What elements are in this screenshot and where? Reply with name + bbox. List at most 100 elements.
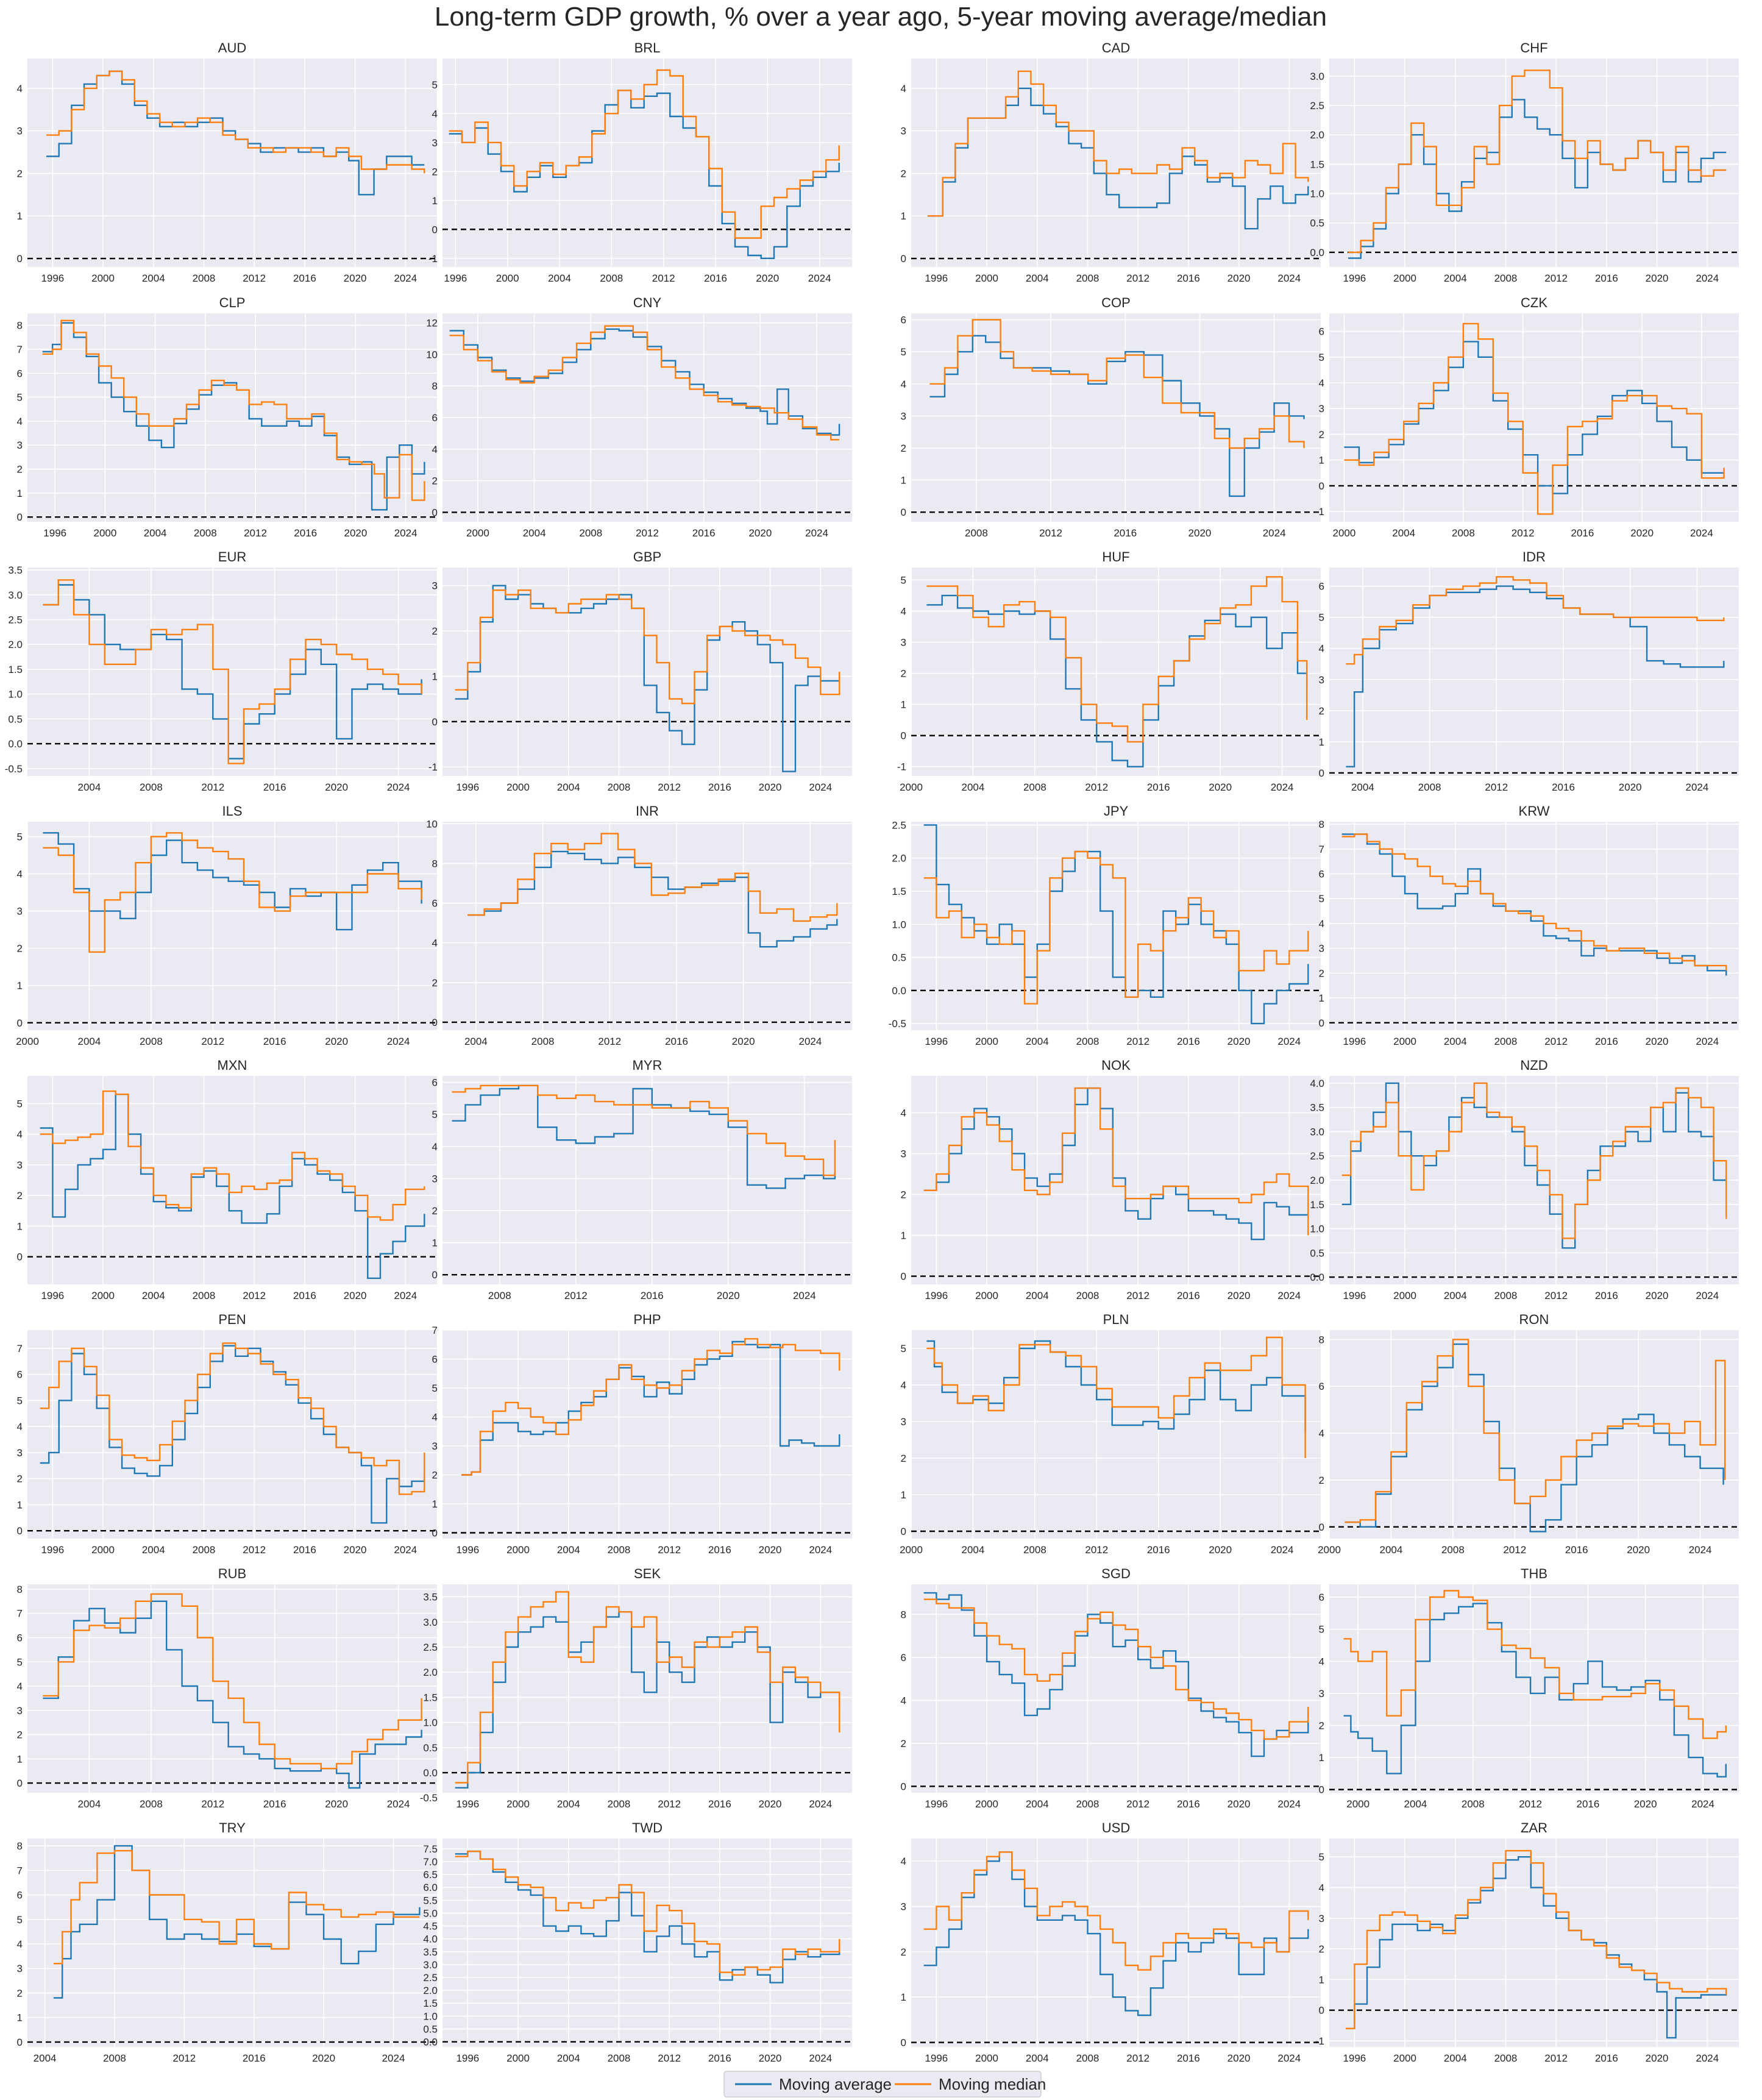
- y-tick-label: 3: [432, 580, 438, 592]
- y-tick-label: -1: [1315, 2035, 1324, 2047]
- y-tick-label: 0: [1319, 1522, 1324, 1533]
- x-tick-label: 2000: [506, 1544, 530, 1556]
- x-tick-label: 2000: [1393, 272, 1416, 284]
- legend: Moving average Moving median: [723, 2071, 1046, 2098]
- series-line-moving-median: [923, 1087, 1309, 1236]
- y-tick-label: 1: [901, 210, 906, 222]
- x-tick-label: 2004: [464, 1036, 488, 1047]
- y-tick-label: 0: [432, 1017, 438, 1028]
- x-tick-label: 2012: [201, 1036, 224, 1047]
- x-tick-label: 2016: [1177, 1798, 1200, 1810]
- panel-title: SEK: [634, 1566, 661, 1581]
- series-line-moving-average: [1343, 1603, 1727, 1778]
- y-tick-label: 5: [17, 392, 23, 404]
- y-tick-label: 8: [432, 858, 438, 869]
- panel-twd: TWD 1996 2000 2004 2008 2012 2016 2020 2024 0.0 0.…: [423, 1820, 852, 2064]
- x-tick-label: 1996: [41, 1290, 64, 1301]
- y-tick-label: 2: [17, 1473, 23, 1485]
- x-tick-label: 2020: [344, 272, 367, 284]
- y-tick-label: 4: [432, 1412, 438, 1423]
- panel-background: [27, 1076, 437, 1284]
- x-tick-label: 2012: [564, 1290, 588, 1301]
- y-tick-label: 3: [1319, 674, 1324, 686]
- x-tick-label: 2012: [1126, 1290, 1149, 1301]
- panel-try: TRY 2004 2008 2012 2016 2020 2024 0 1 2 3 4 5 6 7 8: [17, 1820, 437, 2064]
- x-tick-label: 2004: [1444, 1290, 1467, 1301]
- x-tick-label: 2008: [193, 272, 216, 284]
- series-line-moving-median: [1341, 833, 1727, 971]
- series-line-moving-median: [467, 833, 838, 922]
- series-line-moving-average: [455, 1850, 840, 1984]
- x-tick-label: 2016: [641, 1290, 664, 1301]
- y-tick-label: 5: [17, 1656, 23, 1668]
- y-tick-label: 5: [432, 79, 438, 91]
- x-tick-label: 2004: [557, 781, 580, 793]
- y-tick-label: 2.0: [423, 1667, 438, 1678]
- panel-cad: CAD 1996 2000 2004 2008 2012 2016 2020 2024 0 1 2 3 4: [901, 40, 1321, 284]
- x-tick-label: 2000: [506, 781, 530, 793]
- x-tick-label: 2004: [1444, 2052, 1467, 2064]
- panel-title: JPY: [1104, 803, 1129, 819]
- x-tick-label: 2016: [665, 1036, 688, 1047]
- x-tick-label: 2012: [1544, 1036, 1568, 1047]
- panel-title: CAD: [1102, 40, 1130, 55]
- x-tick-label: 2008: [193, 1544, 216, 1556]
- y-tick-label: 4: [17, 1938, 23, 1950]
- y-tick-label: 6: [17, 1369, 23, 1381]
- x-tick-label: 2008: [600, 272, 623, 284]
- y-tick-label: 5: [432, 1109, 438, 1120]
- panel-inr: INR 2004 2008 2012 2016 2020 2024 0 2 4 6 8 10: [426, 803, 852, 1047]
- y-tick-label: 3.5: [8, 564, 23, 576]
- y-tick-label: 8: [1319, 1334, 1324, 1345]
- series-line-moving-median: [1348, 69, 1727, 254]
- x-tick-label: 2024: [394, 1544, 417, 1556]
- y-tick-label: 4: [1319, 1428, 1324, 1439]
- y-tick-label: 3: [17, 1159, 23, 1171]
- panel-background: [1329, 822, 1739, 1030]
- panel-background: [911, 1330, 1321, 1539]
- y-tick-label: 6: [901, 1652, 906, 1664]
- panel-title: RUB: [218, 1566, 246, 1581]
- y-tick-label: 3: [432, 1173, 438, 1184]
- x-tick-label: 2012: [598, 1036, 621, 1047]
- series-line-moving-average: [1344, 341, 1724, 494]
- panel-pln: PLN 2000 2004 2008 2012 2016 2020 2024 0 1 2 3 4 5: [900, 1312, 1321, 1556]
- series-line-moving-median: [43, 1593, 422, 1770]
- y-tick-label: 4: [901, 1379, 906, 1391]
- panel-background: [1329, 1584, 1739, 1793]
- y-tick-label: 1: [17, 2012, 23, 2024]
- y-tick-label: 0.5: [1310, 218, 1324, 229]
- x-tick-label: 2000: [900, 781, 923, 793]
- series-line-moving-median: [923, 1851, 1309, 1971]
- panel-title: TRY: [219, 1820, 246, 1835]
- x-tick-label: 2024: [1271, 1544, 1294, 1556]
- panel-php: PHP 1996 2000 2004 2008 2012 2016 2020 2024 0 1 2 3 4…: [432, 1312, 852, 1556]
- x-tick-label: 2016: [1147, 781, 1170, 793]
- x-tick-label: 2016: [1595, 2052, 1618, 2064]
- y-tick-label: 3: [901, 1416, 906, 1428]
- panel-background: [911, 1584, 1321, 1793]
- panel-title: CNY: [633, 295, 662, 310]
- y-tick-label: 6: [17, 1890, 23, 1901]
- panel-background: [27, 1584, 437, 1793]
- y-tick-label: 2.5: [423, 1972, 438, 1984]
- x-tick-label: 1996: [1343, 1290, 1366, 1301]
- x-tick-label: 2024: [805, 527, 828, 539]
- x-tick-label: 2008: [1494, 272, 1518, 284]
- y-tick-label: 4: [1319, 1882, 1324, 1893]
- x-tick-label: 2020: [756, 272, 779, 284]
- y-tick-label: 3: [17, 906, 23, 917]
- x-tick-label: 2012: [201, 1798, 224, 1810]
- x-tick-label: 2012: [1544, 2052, 1568, 2064]
- x-tick-label: 2000: [975, 1036, 998, 1047]
- y-tick-label: -0.5: [420, 1792, 438, 1804]
- y-tick-label: 3.0: [1310, 1126, 1324, 1137]
- x-tick-label: 2016: [1177, 1036, 1200, 1047]
- y-tick-label: 1: [901, 1230, 906, 1242]
- x-tick-label: 2004: [78, 1798, 101, 1810]
- panel-cny: CNY 2000 2004 2008 2012 2016 2020 2024 0 2 4 6 8 10 12: [426, 295, 852, 539]
- x-tick-label: 2008: [608, 781, 631, 793]
- series-line-moving-median: [455, 1850, 840, 1976]
- x-tick-label: 2000: [91, 1290, 115, 1301]
